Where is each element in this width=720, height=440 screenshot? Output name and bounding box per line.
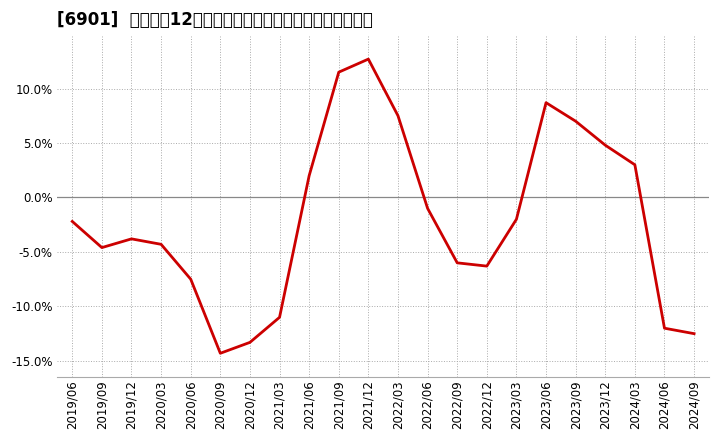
- Text: [6901]  売上高の12か月移動合計の対前年同期増減率の推移: [6901] 売上高の12か月移動合計の対前年同期増減率の推移: [58, 11, 374, 29]
